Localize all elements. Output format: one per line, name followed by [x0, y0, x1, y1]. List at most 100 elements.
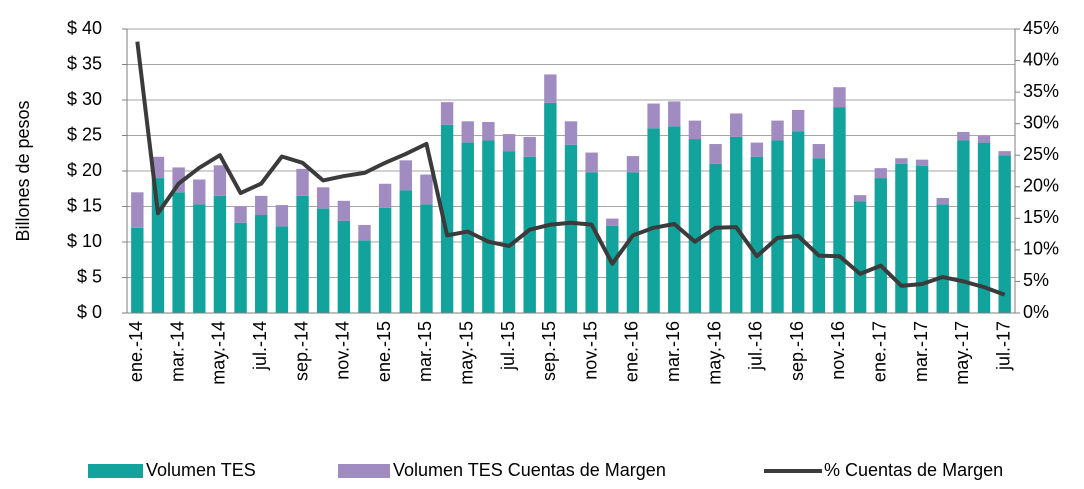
bar: [378, 207, 392, 313]
bar: [255, 215, 268, 313]
x-tick-label: ene.-15: [374, 321, 394, 382]
bar: [957, 131, 970, 141]
bar: [420, 204, 433, 313]
bar: [502, 151, 516, 313]
x-tick-label: jul.-17: [993, 321, 1013, 371]
bar: [544, 74, 557, 103]
bar: [606, 225, 619, 313]
x-tick-label: ene.-16: [622, 321, 642, 382]
bar: [812, 158, 826, 313]
bar: [378, 183, 392, 208]
x-tick-label: sep.-16: [787, 321, 807, 381]
y2-tick-label: 45%: [1023, 18, 1059, 38]
x-tick-label: nov.-15: [580, 321, 600, 380]
bar: [771, 120, 784, 141]
bar: [337, 220, 351, 313]
x-tick-label: may.-14: [209, 321, 229, 385]
bar: [296, 168, 309, 196]
bar: [316, 187, 330, 209]
x-tick-label: mar.-15: [415, 321, 435, 382]
y-tick-label: $ 5: [77, 266, 102, 286]
bar: [895, 158, 908, 164]
y2-tick-label: 20%: [1023, 176, 1059, 196]
bar: [688, 139, 702, 313]
bar: [131, 227, 144, 313]
x-tick-label: sep.-15: [539, 321, 559, 381]
bar: [296, 195, 309, 313]
bar: [647, 128, 660, 313]
bar: [544, 102, 557, 313]
bar: [647, 103, 660, 129]
legend-label: % Cuentas de Margen: [824, 460, 1003, 480]
legend-swatch: [88, 464, 143, 478]
bar: [131, 192, 144, 228]
bar: [234, 222, 247, 313]
x-tick-label: mar.-14: [167, 321, 187, 382]
bar: [750, 142, 764, 157]
bar: [998, 155, 1011, 313]
bar: [213, 165, 227, 196]
bar: [853, 195, 867, 202]
bar: [915, 166, 929, 313]
bar: [895, 163, 908, 313]
legend-swatch: [338, 464, 390, 478]
y2-tick-label: 35%: [1023, 81, 1059, 101]
bar: [936, 204, 949, 313]
bar: [606, 218, 619, 226]
y-tick-label: $ 10: [67, 231, 102, 251]
bar: [358, 240, 371, 313]
bar: [812, 144, 826, 159]
x-tick-label: nov.-16: [828, 321, 848, 380]
y2-tick-label: 15%: [1023, 207, 1059, 227]
bar: [833, 87, 846, 108]
bar: [337, 200, 351, 221]
y2-tick-label: 25%: [1023, 144, 1059, 164]
bar: [668, 101, 681, 127]
bar: [213, 195, 227, 313]
y-tick-label: $ 20: [67, 160, 102, 180]
bar: [709, 163, 722, 313]
bar: [502, 134, 516, 152]
x-tick-label: sep.-14: [291, 321, 311, 381]
bar: [977, 142, 991, 313]
bar: [461, 142, 474, 313]
bar: [833, 107, 846, 313]
bar: [482, 122, 495, 141]
bar: [275, 205, 289, 227]
bar: [915, 159, 929, 167]
bar: [440, 102, 454, 125]
bar: [626, 172, 640, 313]
bar: [585, 152, 598, 173]
y2-tick-label: 30%: [1023, 112, 1059, 132]
bar: [440, 124, 454, 313]
x-tick-label: may.-16: [704, 321, 724, 385]
bar: [275, 226, 289, 313]
x-tick-label: may.-15: [456, 321, 476, 385]
y-tick-label: $ 0: [77, 302, 102, 322]
y-tick-label: $ 15: [67, 195, 102, 215]
x-tick-label: jul.-16: [746, 321, 766, 371]
bar: [399, 190, 412, 313]
bar: [998, 151, 1011, 156]
bar: [482, 140, 495, 313]
bar: [791, 131, 805, 313]
line: [135, 41, 1006, 297]
bar: [936, 197, 949, 205]
x-tick-label: jul.-15: [498, 321, 518, 371]
x-tick-label: mar.-16: [663, 321, 683, 382]
y2-tick-label: 0%: [1023, 302, 1049, 322]
bar: [358, 224, 371, 241]
bar: [977, 135, 991, 143]
bar: [730, 136, 743, 313]
bar: [193, 179, 206, 205]
bar: [791, 109, 805, 132]
bar: [874, 178, 887, 313]
bar: [626, 156, 640, 173]
y-tick-label: $ 25: [67, 124, 102, 144]
bar: [874, 168, 887, 179]
y2-tick-label: 10%: [1023, 239, 1059, 259]
bar: [234, 206, 247, 223]
x-tick-label: ene.-14: [126, 321, 146, 382]
bar: [585, 172, 598, 313]
